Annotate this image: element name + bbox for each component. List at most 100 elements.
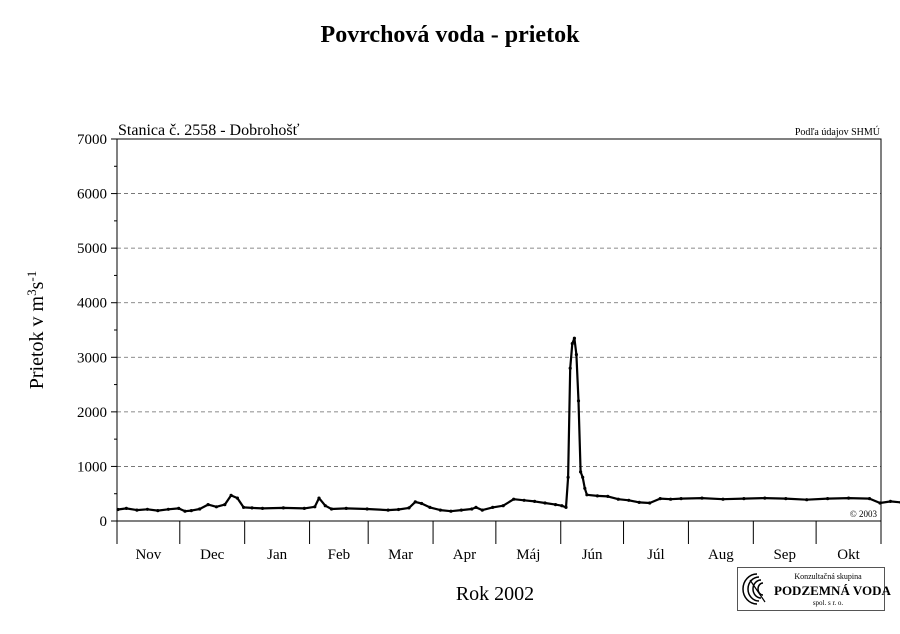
data-point [116,507,120,512]
y-axis-label-mid: s [26,281,48,289]
data-point [742,497,746,501]
logo-mark-icon [742,573,766,605]
x-tick-label: Dec [200,547,224,563]
series-layer [116,336,900,513]
data-point [616,497,620,501]
data-point [658,497,662,501]
data-point [365,507,369,511]
data-point [317,496,321,500]
data-point [560,504,564,508]
data-point [512,497,516,501]
data-point [700,496,704,500]
data-point [413,500,417,504]
data-point [242,505,246,509]
data-point [386,508,390,512]
data-point [784,497,788,501]
y-tick-label: 5000 [77,241,107,257]
x-tick-label: Feb [328,547,351,563]
x-tick-label: Sep [773,547,796,563]
copyright-label: © 2003 [850,509,878,519]
data-point [189,509,193,513]
data-point [166,507,170,511]
data-point [637,500,641,504]
source-label: Podľa údajov SHMÚ [795,126,881,138]
data-point [206,503,210,507]
company-logo: Konzultačná skupina PODZEMNÁ VODA spol. … [737,567,891,611]
plot-frame [116,138,882,522]
x-axis-label: Rok 2002 [456,583,534,605]
logo-line-1: Konzultačná skupina [794,572,862,581]
data-point [522,498,526,502]
data-point [124,506,128,510]
data-point [459,508,463,512]
data-point [491,505,495,509]
data-point [302,506,306,510]
data-point [438,508,442,512]
data-point [156,509,160,513]
data-point [553,503,558,507]
data-point [223,503,227,507]
data-point [572,336,577,340]
x-tick-label: Jún [582,547,603,563]
y-axis: 0 1000 2000 3000 4000 5000 6000 7000 [77,132,117,530]
data-point [235,496,239,500]
data-point [407,506,411,510]
data-point [888,499,893,503]
data-point [449,509,453,513]
data-point [145,507,149,511]
y-tick-label: 7000 [77,132,107,148]
y-tick-label: 4000 [77,296,107,312]
data-point [570,342,574,346]
data-point [177,506,181,510]
x-tick-label: Aug [708,547,734,563]
data-point [627,498,631,502]
data-point [313,505,317,509]
data-point [566,475,570,479]
x-tick-label: Nov [135,547,161,563]
data-point [501,504,505,508]
data-point [260,506,265,510]
data-point [323,504,327,508]
data-point [420,501,424,506]
data-point [574,353,579,357]
data-point [583,486,587,490]
data-point [480,508,484,512]
data-point [281,506,285,510]
data-point [428,505,432,509]
data-point [847,496,851,500]
data-point [826,497,830,501]
data-point [135,508,139,512]
x-tick-label: Apr [453,547,476,563]
data-point [648,501,652,505]
data-point [595,494,600,498]
data-point [669,497,673,501]
data-point [581,475,585,479]
data-point [229,493,233,497]
data-point [679,497,683,501]
station-label: Stanica č. 2558 - Dobrohošť [118,122,300,139]
data-point [214,505,218,509]
series-line [117,337,900,513]
y-tick-label: 3000 [77,350,107,366]
y-axis-label-base: Prietok v m [26,295,48,389]
data-point [805,498,809,502]
data-point [198,507,202,511]
x-tick-label: Máj [516,547,540,563]
logo-line-2: PODZEMNÁ VODA [774,583,891,598]
data-point [470,507,474,511]
data-point [568,366,572,370]
x-tick-label: Jan [267,547,287,563]
y-tick-label: 2000 [77,405,107,421]
data-point [878,501,882,505]
logo-line-3: spol. s r. o. [812,599,844,607]
data-point [606,494,610,498]
data-point [183,509,187,513]
data-point [564,505,568,509]
y-tick-label: 1000 [77,459,107,475]
y-axis-label-sup2: -1 [24,271,39,282]
y-axis-label-sup1: 3 [24,289,39,296]
y-tick-label: 0 [100,514,108,530]
data-point [329,507,334,511]
x-tick-label: Okt [837,547,860,563]
x-tick-label: Mar [388,547,413,563]
